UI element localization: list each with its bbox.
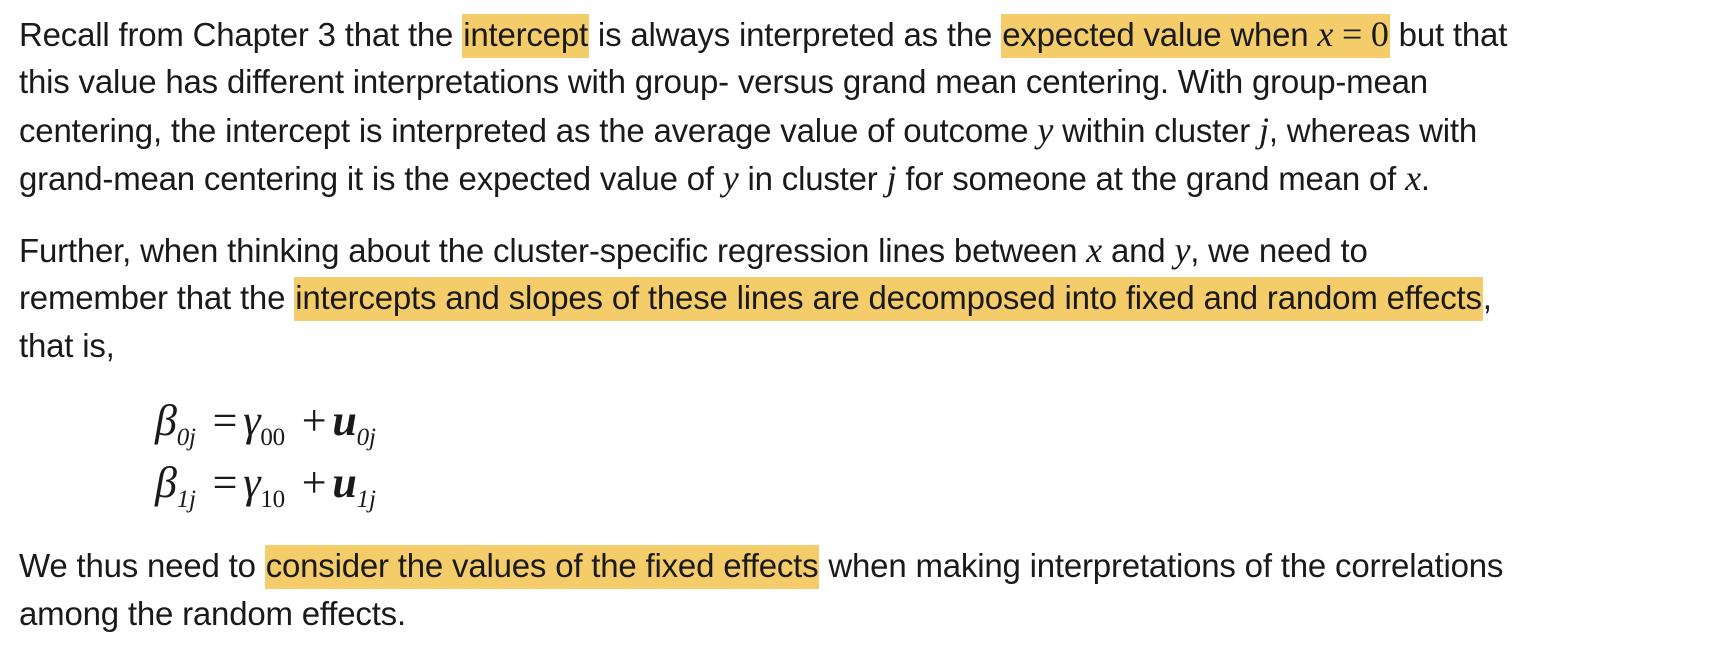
text-run: and bbox=[1102, 232, 1175, 269]
paragraph-intercept-interpretation: Recall from Chapter 3 that the intercept… bbox=[19, 10, 1719, 202]
paragraph-fixed-effects: We thus need to consider the values of t… bbox=[19, 542, 1719, 638]
text-run: in cluster bbox=[738, 160, 887, 197]
subscript: 1j bbox=[356, 486, 376, 513]
beta-symbol: β bbox=[155, 458, 177, 507]
plus-sign: + bbox=[301, 396, 327, 445]
math-var-j: j bbox=[886, 158, 897, 198]
subscript: 0j bbox=[176, 424, 196, 451]
text-run: We thus need to bbox=[19, 547, 265, 584]
text-run: Further, when thinking about the cluster… bbox=[19, 232, 1087, 269]
highlight-fixed-effects: consider the values of the fixed effects bbox=[264, 545, 820, 589]
text-run: but that bbox=[1389, 16, 1508, 53]
text-line: that is, bbox=[19, 327, 115, 364]
text-line: grand-mean centering it is the expected … bbox=[19, 154, 1719, 202]
text-line: centering, the intercept is interpreted … bbox=[19, 106, 1719, 154]
paragraph-regression-lines: Further, when thinking about the cluster… bbox=[19, 226, 1719, 370]
text-run: expected value when bbox=[1002, 16, 1318, 53]
text-line: remember that the intercepts and slopes … bbox=[19, 274, 1719, 322]
gamma-symbol: γ bbox=[243, 396, 261, 445]
math-equals-zero: = 0 bbox=[1333, 14, 1389, 54]
subscript: 0j bbox=[356, 424, 376, 451]
subscript: 10 bbox=[260, 486, 285, 513]
text-line: among the random effects. bbox=[19, 595, 406, 632]
beta-symbol: β bbox=[155, 396, 177, 445]
plus-sign: + bbox=[301, 458, 327, 507]
text-run: Recall from Chapter 3 that the bbox=[19, 16, 463, 53]
math-var-y: y bbox=[1037, 110, 1054, 150]
text-line: this value has different interpretations… bbox=[19, 63, 1428, 100]
highlight-expected-value: expected value when x = 0 bbox=[1001, 14, 1390, 58]
equation-slope: β1j = γ10 + u1j bbox=[155, 454, 1719, 516]
highlight-intercept: intercept bbox=[462, 14, 589, 58]
math-var-x: x bbox=[1086, 230, 1103, 270]
text-run: centering, the intercept is interpreted … bbox=[19, 112, 1038, 149]
text-run: , we need to bbox=[1190, 232, 1368, 269]
text-run: remember that the bbox=[19, 279, 295, 316]
text-line: We thus need to consider the values of t… bbox=[19, 542, 1719, 590]
math-var-x: x bbox=[1405, 158, 1421, 198]
text-run: grand-mean centering it is the expected … bbox=[19, 160, 723, 197]
equals-sign: = bbox=[212, 458, 238, 507]
text-run: , bbox=[1482, 279, 1492, 316]
document-body: Recall from Chapter 3 that the intercept… bbox=[19, 10, 1719, 638]
text-run: is always interpreted as the bbox=[588, 16, 1002, 53]
equals-sign: = bbox=[212, 396, 238, 445]
gamma-symbol: γ bbox=[243, 458, 261, 507]
equation-block: β0j = γ00 + u0j β1j = γ10 + u1j bbox=[155, 392, 1719, 516]
text-run: for someone at the grand mean of bbox=[896, 160, 1406, 197]
math-var-j: j bbox=[1259, 110, 1269, 150]
math-var-y: y bbox=[1174, 230, 1191, 270]
highlight-decomposition: intercepts and slopes of these lines are… bbox=[294, 277, 1483, 321]
equation-intercept: β0j = γ00 + u0j bbox=[155, 392, 1719, 454]
text-run: within cluster bbox=[1053, 112, 1260, 149]
subscript: 00 bbox=[260, 424, 285, 451]
text-run: , whereas with bbox=[1268, 112, 1477, 149]
u-symbol: u bbox=[332, 458, 357, 507]
math-var-y: y bbox=[722, 158, 739, 198]
text-run: when making interpretations of the corre… bbox=[819, 547, 1504, 584]
subscript: 1j bbox=[176, 486, 196, 513]
u-symbol: u bbox=[332, 396, 357, 445]
text-line: Recall from Chapter 3 that the intercept… bbox=[19, 10, 1719, 58]
math-var-x: x bbox=[1317, 14, 1334, 54]
text-run: . bbox=[1420, 160, 1430, 197]
text-line: Further, when thinking about the cluster… bbox=[19, 226, 1719, 274]
